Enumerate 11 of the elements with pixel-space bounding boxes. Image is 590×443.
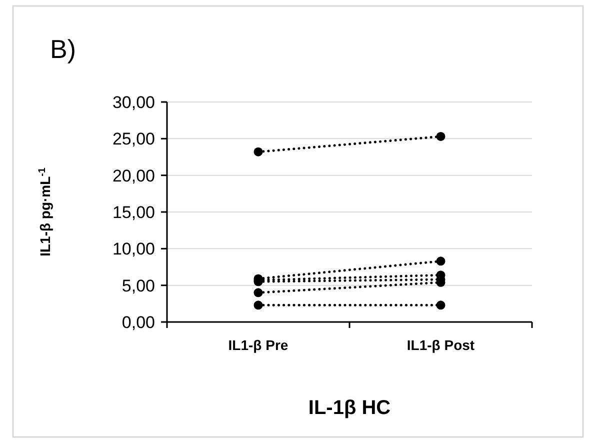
text: B)	[50, 34, 76, 64]
y-tick-label: 5,00	[122, 276, 155, 296]
text: IL-1β HC	[308, 397, 391, 419]
x-tick-label: IL1-β Pre	[228, 337, 288, 353]
x-tick-label: IL1-β Post	[406, 337, 475, 353]
y-tick-label: 10,00	[112, 240, 155, 259]
y-tick-label: 25,00	[112, 130, 155, 149]
y-tick-label: 0,00	[122, 312, 155, 332]
y-tick-label: 20,00	[112, 166, 155, 186]
y-tick-label: 30,00	[112, 92, 155, 112]
y-tick-label: 15,00	[112, 202, 155, 222]
